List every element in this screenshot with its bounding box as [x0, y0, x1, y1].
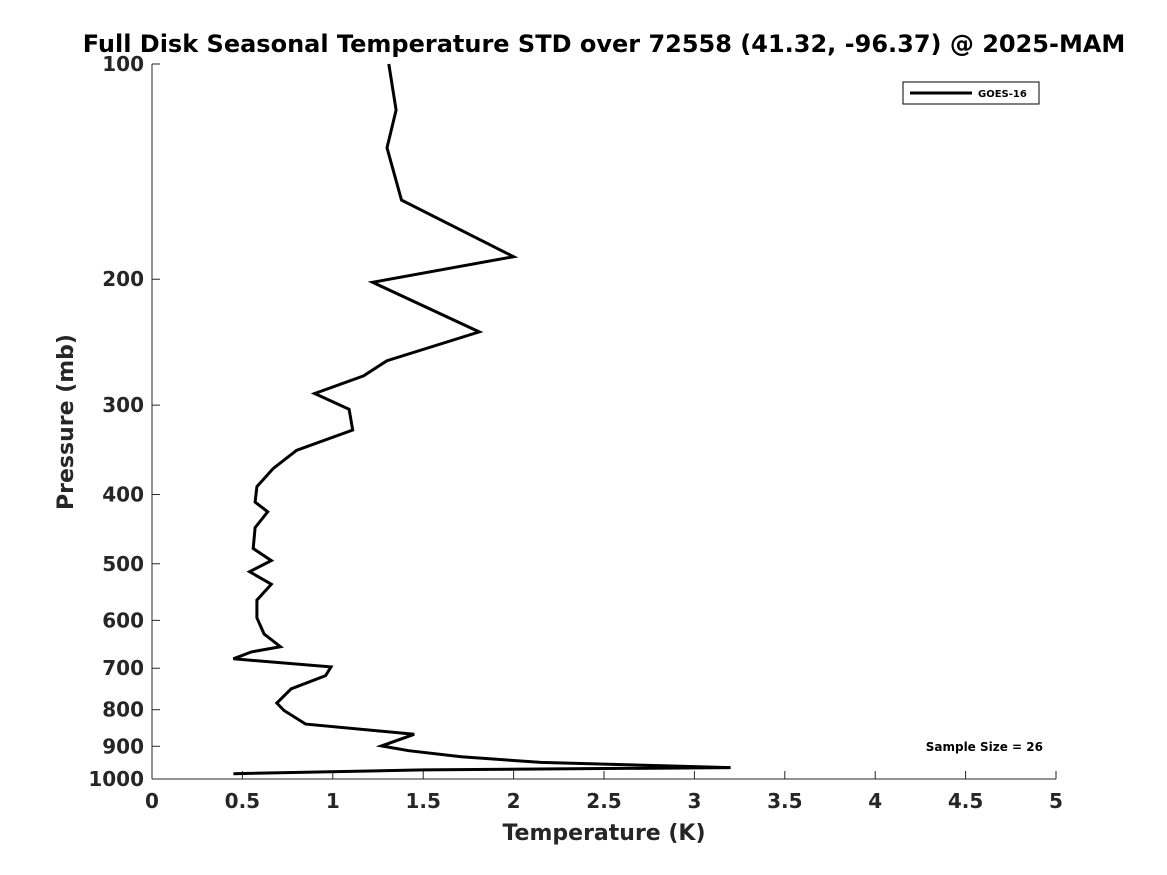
x-tick-label: 3: [687, 789, 701, 813]
x-tick-label: 1: [326, 789, 340, 813]
y-tick-label: 900: [102, 734, 144, 758]
legend: GOES-16: [902, 81, 1040, 105]
x-axis-label: Temperature (K): [502, 821, 705, 846]
y-tick-label: 1000: [88, 767, 144, 791]
legend-label-goes-16: GOES-16: [978, 89, 1027, 100]
x-axis-ticks: 0 0.5 1 1.5 2 2.5 3 3.5 4 4.5 5: [145, 771, 1063, 813]
chart-title: Full Disk Seasonal Temperature STD over …: [83, 30, 1126, 58]
x-tick-label: 3.5: [767, 789, 802, 813]
y-tick-label: 200: [102, 267, 144, 291]
y-axis-label: Pressure (mb): [54, 334, 79, 510]
x-tick-label: 4.5: [948, 789, 983, 813]
plot-area: [152, 64, 1056, 780]
x-tick-label: 1.5: [405, 789, 440, 813]
y-tick-label: 600: [102, 608, 144, 632]
x-tick-label: 0.5: [225, 789, 260, 813]
y-tick-label: 100: [102, 52, 144, 76]
y-tick-label: 300: [102, 393, 144, 417]
x-tick-label: 0: [145, 789, 159, 813]
series-layer: [232, 63, 731, 776]
x-tick-label: 2.5: [586, 789, 621, 813]
x-tick-label: 4: [868, 789, 882, 813]
y-tick-label: 800: [102, 698, 144, 722]
y-axis-ticks: 100 200 300 400 500 600 700 800 900 1000: [88, 52, 160, 791]
y-tick-label: 700: [102, 656, 144, 680]
sample-size-annotation: Sample Size = 26: [926, 740, 1043, 754]
y-tick-label: 500: [102, 552, 144, 576]
x-tick-label: 5: [1049, 789, 1063, 813]
series-line-goes-16: [232, 63, 731, 776]
y-tick-label: 400: [102, 482, 144, 506]
x-tick-label: 2: [507, 789, 521, 813]
